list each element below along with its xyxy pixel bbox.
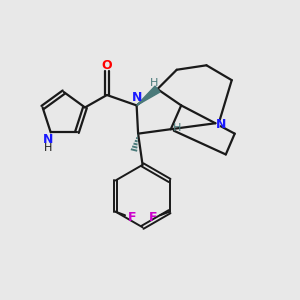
Text: N: N [131,92,142,104]
Polygon shape [136,86,160,105]
Text: H: H [150,77,159,88]
Text: F: F [149,211,158,224]
Text: N: N [216,118,226,131]
Text: O: O [102,59,112,72]
Text: H: H [44,143,52,153]
Text: F: F [128,211,136,224]
Text: N: N [43,133,53,146]
Text: H: H [173,123,182,133]
